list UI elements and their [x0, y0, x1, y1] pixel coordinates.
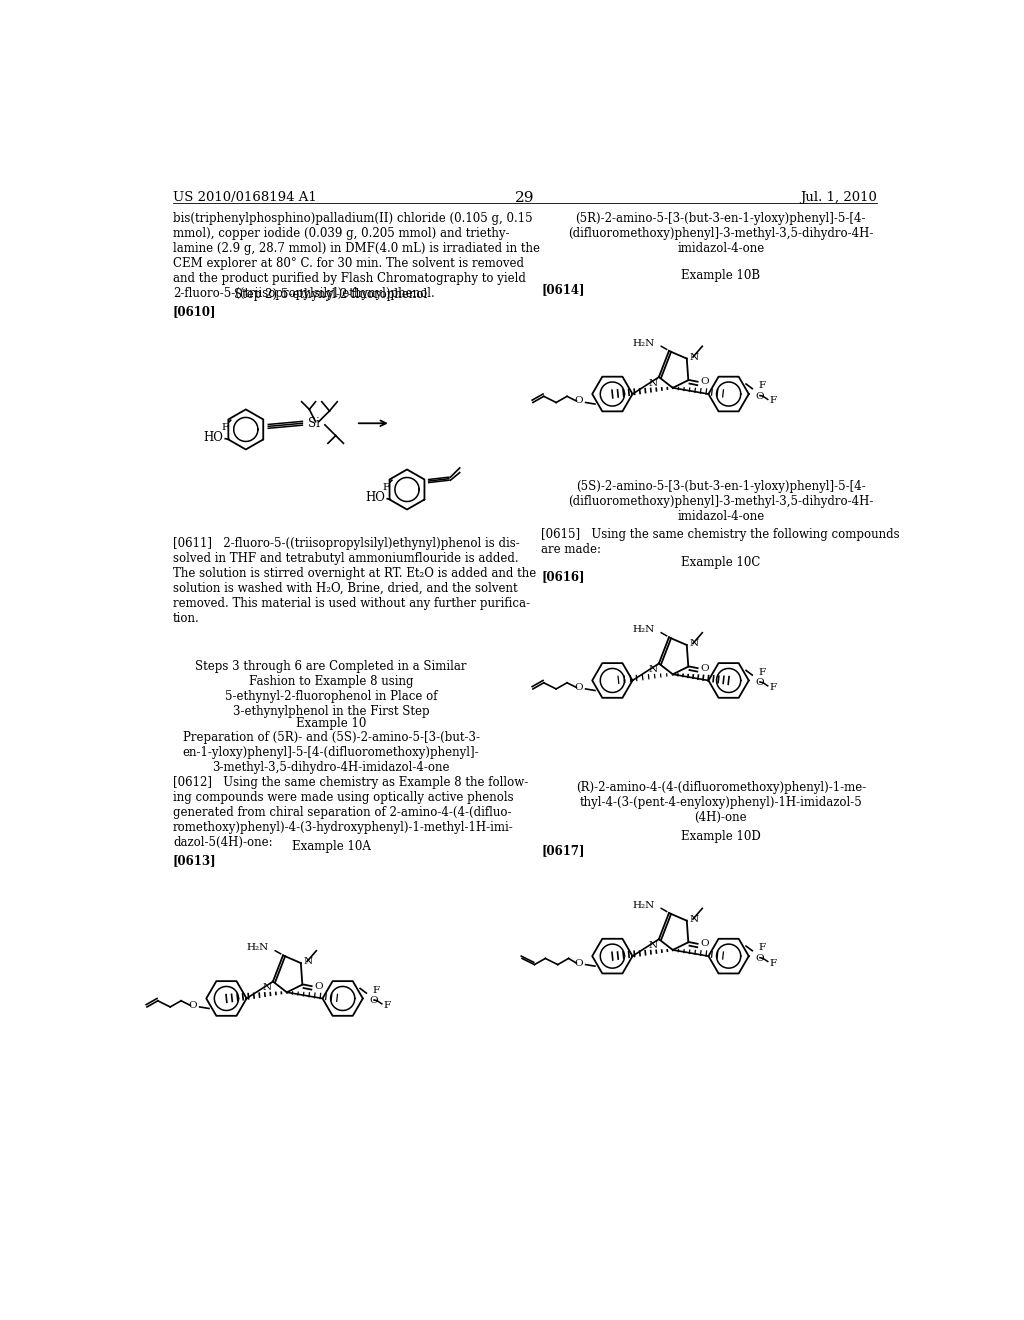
Text: N: N [689, 915, 698, 924]
Text: F: F [769, 396, 776, 405]
Text: [0617]: [0617] [541, 843, 585, 857]
Text: H₂N: H₂N [247, 944, 269, 952]
Text: O: O [370, 997, 378, 1005]
Text: F: F [769, 958, 776, 968]
Text: (5S)-2-amino-5-[3-(but-3-en-1-yloxy)phenyl]-5-[4-
(difluoromethoxy)phenyl]-3-met: (5S)-2-amino-5-[3-(but-3-en-1-yloxy)phen… [568, 480, 873, 523]
Text: [0613]: [0613] [173, 854, 216, 867]
Text: HO: HO [204, 432, 223, 445]
Text: Example 10B: Example 10B [681, 269, 761, 282]
Text: [0615]   Using the same chemistry the following compounds
are made:: [0615] Using the same chemistry the foll… [541, 528, 900, 556]
Text: F: F [221, 424, 228, 432]
Text: O: O [700, 664, 710, 673]
Text: Step 2) 5-ethynyl-2-fluorophenol: Step 2) 5-ethynyl-2-fluorophenol [234, 288, 428, 301]
Text: N: N [689, 352, 698, 362]
Text: O: O [314, 982, 324, 990]
Text: [0612]   Using the same chemistry as Example 8 the follow-
ing compounds were ma: [0612] Using the same chemistry as Examp… [173, 776, 528, 849]
Text: O: O [700, 940, 710, 948]
Text: O: O [756, 678, 764, 688]
Text: O: O [756, 954, 764, 962]
Text: F: F [383, 483, 390, 492]
Text: N: N [689, 639, 698, 648]
Text: [0616]: [0616] [541, 570, 585, 583]
Text: Jul. 1, 2010: Jul. 1, 2010 [800, 190, 877, 203]
Text: Example 10A: Example 10A [292, 840, 371, 853]
Text: N: N [648, 379, 657, 388]
Text: Preparation of (5R)- and (5S)-2-amino-5-[3-(but-3-
en-1-yloxy)phenyl]-5-[4-(difl: Preparation of (5R)- and (5S)-2-amino-5-… [182, 730, 479, 774]
Text: (R)-2-amino-4-(4-(difluoromethoxy)phenyl)-1-me-
thyl-4-(3-(pent-4-enyloxy)phenyl: (R)-2-amino-4-(4-(difluoromethoxy)phenyl… [575, 780, 866, 824]
Text: O: O [573, 958, 583, 968]
Text: O: O [573, 682, 583, 692]
Text: Steps 3 through 6 are Completed in a Similar
Fashion to Example 8 using
5-ethyny: Steps 3 through 6 are Completed in a Sim… [196, 660, 467, 718]
Text: HO: HO [365, 491, 385, 504]
Text: F: F [383, 1001, 390, 1010]
Text: N: N [648, 941, 657, 949]
Text: H₂N: H₂N [633, 626, 655, 634]
Text: N: N [303, 957, 312, 966]
Text: O: O [756, 392, 764, 401]
Text: [0614]: [0614] [541, 284, 585, 296]
Text: F: F [758, 944, 765, 952]
Text: Example 10: Example 10 [296, 718, 367, 730]
Text: (5R)-2-amino-5-[3-(but-3-en-1-yloxy)phenyl]-5-[4-
(difluoromethoxy)phenyl]-3-met: (5R)-2-amino-5-[3-(but-3-en-1-yloxy)phen… [568, 213, 873, 255]
Text: F: F [758, 668, 765, 677]
Text: [0610]: [0610] [173, 305, 216, 318]
Text: O: O [573, 396, 583, 405]
Text: N: N [262, 983, 271, 993]
Text: Si: Si [308, 417, 319, 430]
Text: US 2010/0168194 A1: US 2010/0168194 A1 [173, 190, 316, 203]
Text: N: N [648, 665, 657, 675]
Text: [0611]   2-fluoro-5-((triisopropylsilyl)ethynyl)phenol is dis-
solved in THF and: [0611] 2-fluoro-5-((triisopropylsilyl)et… [173, 537, 537, 626]
Text: H₂N: H₂N [633, 339, 655, 347]
Text: 29: 29 [515, 190, 535, 205]
Text: bis(triphenylphosphino)palladium(II) chloride (0.105 g, 0.15
mmol), copper iodid: bis(triphenylphosphino)palladium(II) chl… [173, 213, 540, 301]
Text: H₂N: H₂N [633, 900, 655, 909]
Text: F: F [769, 682, 776, 692]
Text: F: F [372, 986, 379, 995]
Text: O: O [700, 378, 710, 387]
Text: O: O [188, 1001, 197, 1010]
Text: F: F [758, 381, 765, 391]
Text: Example 10C: Example 10C [681, 556, 761, 569]
Text: Example 10D: Example 10D [681, 830, 761, 843]
